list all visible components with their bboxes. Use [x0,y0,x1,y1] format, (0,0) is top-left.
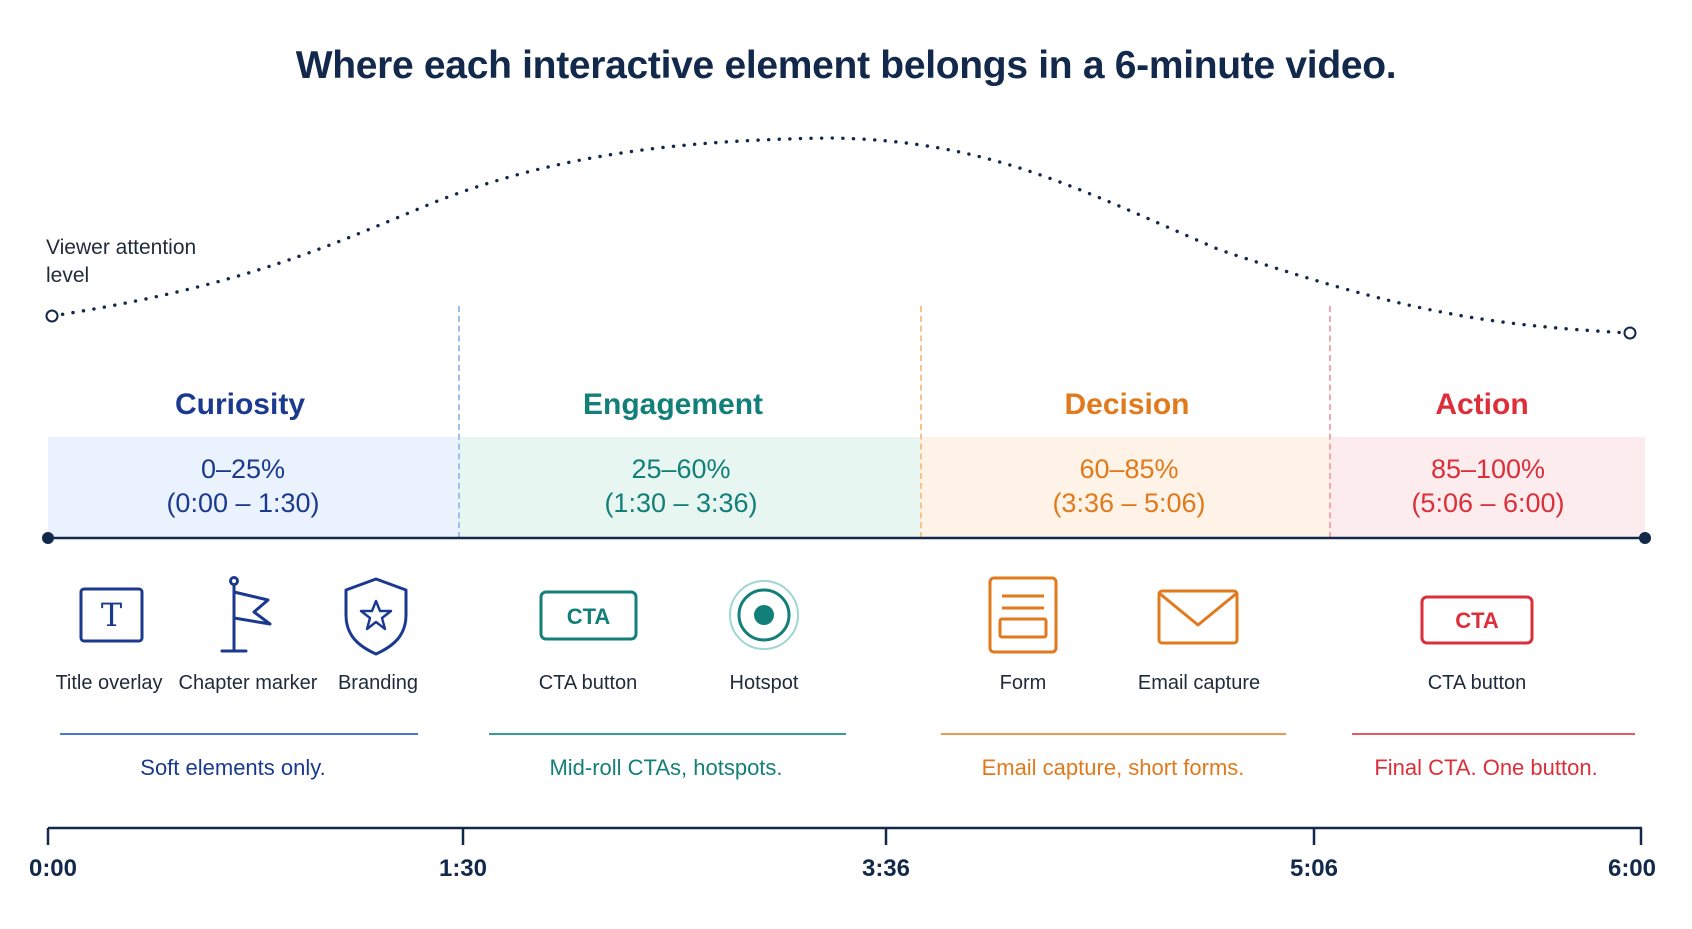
phase-divider [1329,306,1331,538]
element-label-chapter-marker: Chapter marker [178,672,318,694]
svg-text:CTA: CTA [567,604,611,629]
cta-button-icon: CTA [539,590,638,641]
phase-summary-rule [60,733,418,735]
element-label-cta-button: CTA button [538,672,638,694]
phase-summary-rule [941,733,1286,735]
timeline-label-end: 6:00 [1607,855,1657,882]
element-label-cta-button-final: CTA button [1427,672,1527,694]
envelope-icon [1157,589,1239,645]
phase-summary-curiosity: Soft elements only. [140,755,326,780]
phase-range-percent: 85–100% [1430,454,1546,484]
phase-range-percent: 0–25% [200,454,286,484]
phase-range-percent: 60–85% [1079,454,1179,484]
phase-range-time: (3:36 – 5:06) [1052,488,1206,518]
phase-summary-decision: Email capture, short forms. [981,755,1245,780]
element-label-hotspot: Hotspot [729,672,799,694]
phase-summary-action: Final CTA. One button. [1374,755,1598,780]
phase-range-time: (5:06 – 6:00) [1411,488,1565,518]
svg-text:T: T [101,596,123,634]
element-label-title-overlay: Title overlay [55,672,163,694]
element-label-form: Form [999,672,1047,694]
cta-button-icon: CTA [1420,595,1534,645]
phase-name-decision: Decision [1064,388,1190,421]
phase-summary-rule [489,733,846,735]
phase-band-decision [920,437,1329,537]
phase-range-time: (0:00 – 1:30) [166,488,320,518]
phase-name-action: Action [1435,388,1529,421]
phase-name-engagement: Engagement [582,388,764,421]
shield-star-icon [344,577,408,656]
phase-band-engagement [458,437,920,537]
timeline-label: 5:06 [1289,855,1339,882]
phase-band-action [1329,437,1645,537]
phase-range-action: 85–100% (5:06 – 6:00) [1338,452,1638,520]
phase-range-engagement: 25–60% (1:30 – 3:36) [531,452,831,520]
element-label-email-capture: Email capture [1137,672,1261,694]
form-icon [988,576,1058,654]
curve-end-marker [1623,326,1637,340]
timeline-label: 3:36 [861,855,911,882]
axis-start-dot [42,532,54,544]
phase-range-time: (1:30 – 3:36) [604,488,758,518]
phase-summary-engagement: Mid-roll CTAs, hotspots. [549,755,783,780]
curve-start-marker [45,309,59,323]
page-title: Where each interactive element belongs i… [295,44,1397,87]
phase-divider [458,306,460,538]
svg-text:CTA: CTA [1455,608,1499,633]
phase-summary-rule [1352,733,1635,735]
phase-band-curiosity [48,437,458,537]
element-label-branding: Branding [337,672,419,694]
timeline-label: 1:30 [438,855,488,882]
phase-range-decision: 60–85% (3:36 – 5:06) [979,452,1279,520]
flag-icon [220,576,272,653]
phase-range-percent: 25–60% [631,454,731,484]
phase-divider [920,306,922,538]
phase-range-curiosity: 0–25% (0:00 – 1:30) [93,452,393,520]
timeline-label-start: 0:00 [28,855,78,882]
phase-name-curiosity: Curiosity [174,388,306,421]
hotspot-icon [729,580,799,650]
attention-label: Viewer attention level [46,236,197,287]
axis-end-dot [1639,532,1651,544]
title-overlay-icon: T [79,587,144,643]
attention-curve [50,136,1632,335]
